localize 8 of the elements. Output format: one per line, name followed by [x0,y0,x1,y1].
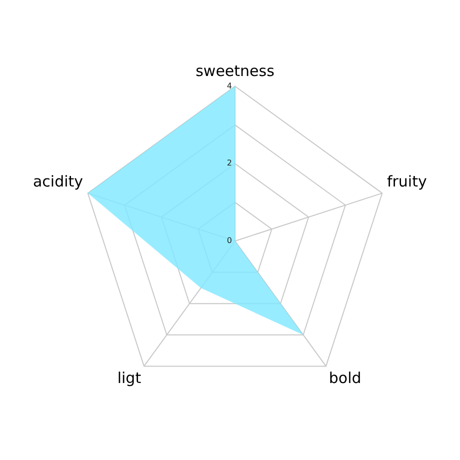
y-tick-label: 4 [226,81,232,90]
spoke-label: bold [328,369,362,388]
spoke-label: sweetness [196,62,275,80]
spoke-label: acidity [32,172,84,191]
spoke-label: fruity [386,172,427,191]
spoke-label: ligt [117,369,142,388]
y-tick-label: 0 [226,236,232,246]
y-tick-label: 2 [226,158,232,168]
